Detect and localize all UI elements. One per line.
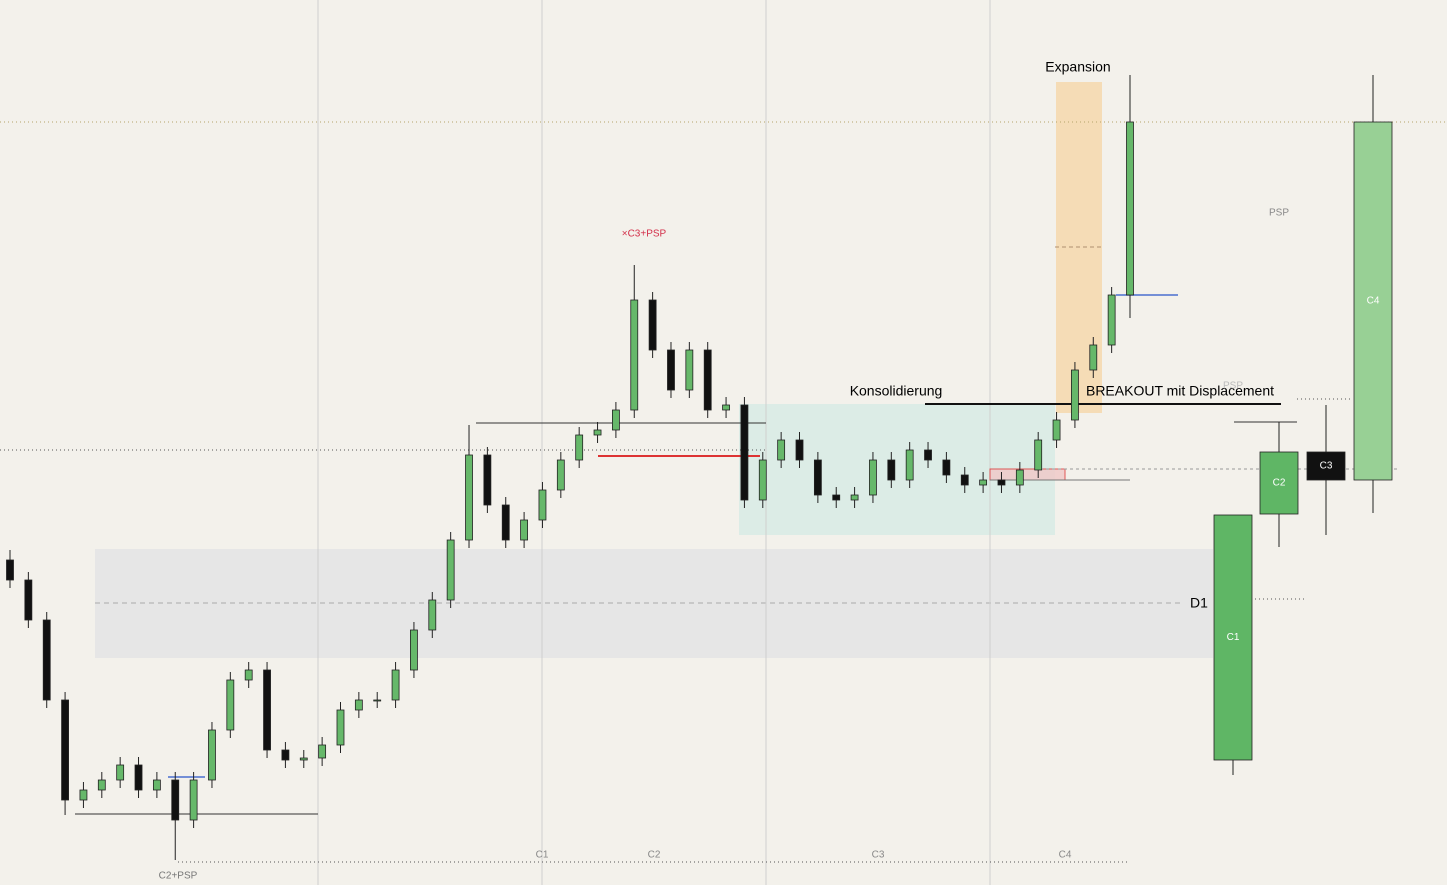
htf-label: C3	[1320, 461, 1333, 472]
candle-body	[648, 299, 657, 351]
candle-body	[226, 679, 235, 731]
htf-label: C2	[1273, 478, 1286, 489]
candle-body	[887, 459, 896, 481]
candle-body	[6, 559, 14, 581]
candle-body	[134, 764, 143, 791]
candle-body	[152, 779, 161, 791]
candle-body	[208, 729, 216, 781]
candle-body	[575, 434, 584, 461]
candle-body	[1071, 369, 1079, 421]
candle-body	[1089, 344, 1098, 371]
candle-body	[24, 579, 33, 621]
candle-body	[758, 459, 767, 501]
annotation: PSP	[1223, 381, 1243, 392]
candle-body	[960, 474, 969, 486]
candle-body	[795, 439, 804, 461]
candle-body	[465, 454, 473, 541]
candle-body	[813, 459, 822, 496]
candle-body	[446, 539, 455, 601]
candle-body	[1126, 121, 1134, 296]
session-lines	[317, 0, 991, 885]
candle-body	[942, 459, 951, 476]
candle-body	[263, 669, 271, 751]
candle-body	[1306, 451, 1346, 481]
candle-body	[97, 779, 106, 791]
candle-body	[501, 504, 510, 541]
candle-body	[244, 669, 253, 681]
candle-body	[336, 709, 345, 746]
candle-body	[685, 349, 694, 391]
candle-body	[740, 404, 749, 501]
candle-body	[1107, 294, 1116, 346]
candle-body	[703, 349, 712, 411]
candle-body	[281, 749, 290, 761]
htf-label: C4	[1367, 296, 1380, 307]
session-label: C3	[872, 850, 885, 861]
dotted-levels	[0, 121, 1447, 863]
candle-body	[556, 459, 565, 491]
candle-body	[722, 404, 730, 411]
candle-body	[612, 409, 620, 431]
candle-body	[318, 744, 327, 759]
candle-body	[171, 779, 180, 821]
candle-body	[905, 449, 914, 481]
candle-body	[116, 764, 125, 781]
candle-body	[483, 454, 492, 506]
annotation: BREAKOUT mit Displacement	[1086, 383, 1274, 399]
candle-body	[1052, 419, 1061, 441]
candle-body	[410, 629, 418, 671]
candle-body	[1353, 121, 1393, 481]
candle-body	[1213, 514, 1253, 761]
candle-body	[373, 699, 382, 702]
annotation: Konsolidierung	[850, 383, 943, 399]
candle-body	[1259, 451, 1299, 515]
annotation: D1	[1190, 595, 1208, 611]
candle-body	[189, 779, 198, 821]
candle-body	[299, 757, 308, 761]
candle-body	[832, 494, 841, 501]
annotation: Expansion	[1045, 59, 1110, 75]
annotation: ×C3+PSP	[622, 229, 667, 240]
session-label: C4	[1059, 850, 1072, 861]
candle-body	[428, 599, 437, 631]
candle-body	[1015, 469, 1024, 486]
annotation: PSP	[1269, 208, 1289, 219]
annotation: C2+PSP	[159, 871, 198, 882]
candle-body	[79, 789, 88, 801]
candle-body	[593, 429, 602, 436]
session-label: C2	[648, 850, 661, 861]
candle-body	[42, 619, 51, 701]
candle-body	[924, 449, 932, 461]
candle-body	[630, 299, 639, 411]
candle-body	[667, 349, 675, 391]
candle-body	[997, 479, 1006, 486]
candle-body	[777, 439, 786, 461]
session-label: C1	[536, 850, 549, 861]
candle-body	[61, 699, 69, 801]
candle-body	[1034, 439, 1043, 471]
candle-body	[391, 669, 400, 701]
candle-body	[869, 459, 877, 496]
level-lines	[75, 246, 1400, 815]
candle-body	[354, 699, 363, 711]
candle-body	[520, 519, 528, 541]
candle-body	[538, 489, 547, 521]
candle-body	[979, 479, 988, 486]
candle-body	[850, 494, 859, 501]
htf-label: C1	[1227, 632, 1240, 643]
